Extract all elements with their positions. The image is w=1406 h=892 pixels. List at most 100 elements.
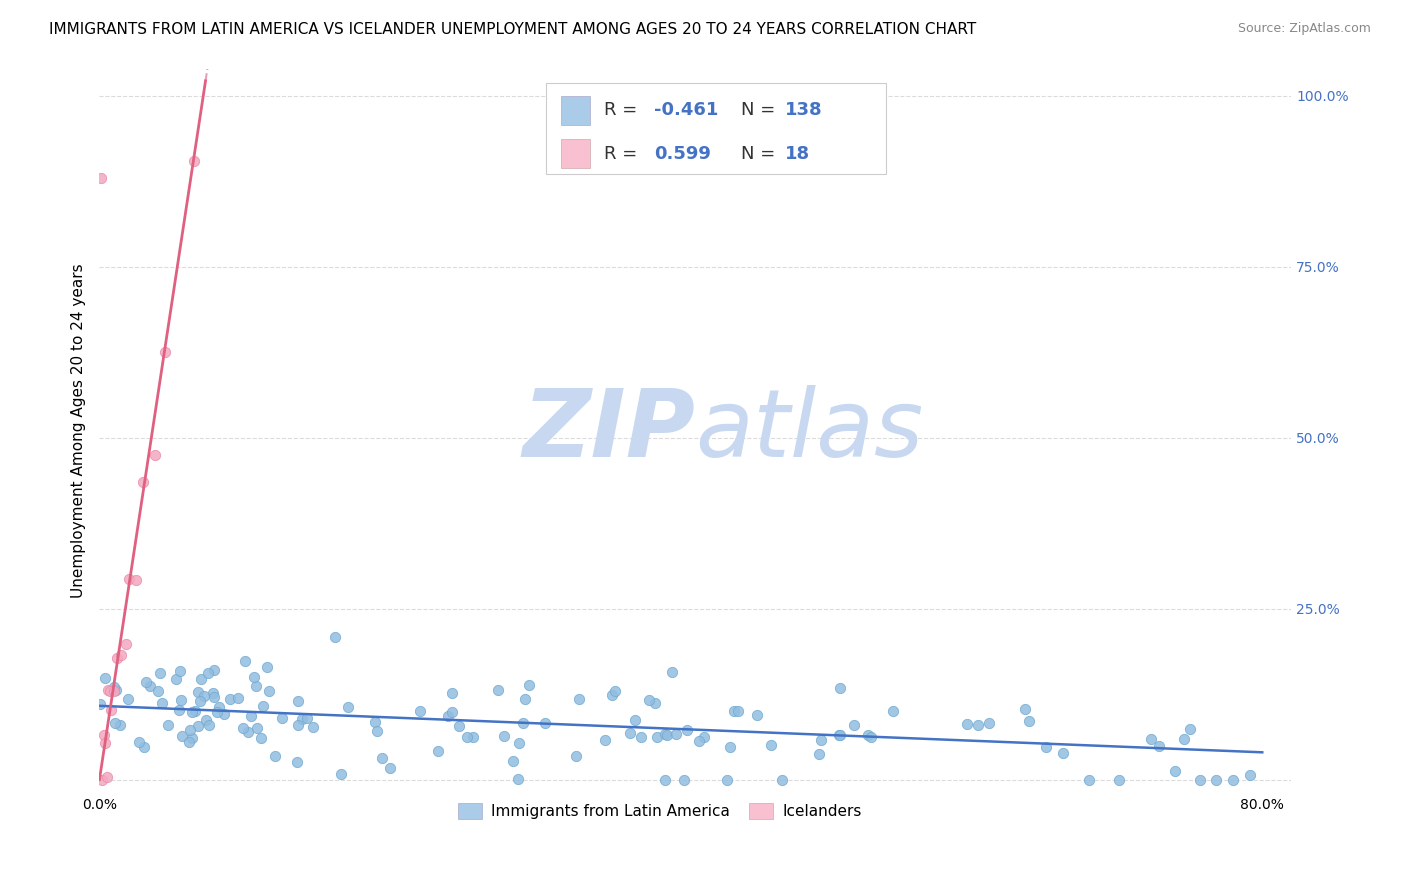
Point	[236, 725, 259, 739]
Point	[1035, 739, 1057, 754]
Text: N =: N =	[741, 101, 780, 120]
Point	[125, 573, 148, 587]
Point	[759, 738, 782, 752]
Point	[117, 573, 139, 587]
Point	[181, 731, 204, 745]
Point	[688, 734, 710, 748]
Point	[169, 664, 191, 678]
Text: 18: 18	[785, 145, 810, 162]
Point	[190, 672, 212, 686]
Point	[202, 690, 225, 705]
FancyBboxPatch shape	[561, 95, 591, 125]
Point	[128, 734, 150, 748]
Point	[370, 751, 392, 765]
Point	[93, 728, 115, 742]
Point	[654, 727, 676, 741]
Point	[110, 648, 132, 662]
Point	[208, 700, 231, 714]
Point	[243, 670, 266, 684]
Point	[271, 711, 294, 725]
Point	[105, 651, 128, 665]
Point	[180, 705, 202, 719]
Point	[336, 700, 359, 714]
Point	[630, 731, 652, 745]
Point	[187, 719, 209, 733]
Point	[245, 680, 267, 694]
Point	[1140, 732, 1163, 747]
Point	[188, 694, 211, 708]
Point	[323, 630, 346, 644]
FancyBboxPatch shape	[547, 83, 886, 174]
Point	[259, 684, 281, 698]
Point	[1205, 772, 1227, 787]
Point	[97, 683, 120, 698]
Point	[214, 707, 236, 722]
Point	[172, 730, 194, 744]
Point	[202, 664, 225, 678]
Point	[94, 671, 117, 685]
Y-axis label: Unemployment Among Ages 20 to 24 years: Unemployment Among Ages 20 to 24 years	[72, 264, 86, 599]
Point	[103, 680, 125, 694]
Text: 138: 138	[785, 101, 823, 120]
Point	[967, 718, 990, 732]
Point	[747, 707, 769, 722]
Point	[252, 699, 274, 714]
Text: 0.599: 0.599	[654, 145, 710, 162]
Point	[366, 724, 388, 739]
Text: N =: N =	[741, 145, 780, 162]
Point	[1222, 772, 1244, 787]
Point	[135, 675, 157, 690]
Point	[202, 686, 225, 700]
Point	[117, 692, 139, 706]
Point	[146, 683, 169, 698]
Point	[193, 690, 215, 704]
Point	[250, 731, 273, 746]
Point	[661, 665, 683, 680]
Point	[287, 718, 309, 732]
Point	[256, 659, 278, 673]
Point	[240, 708, 263, 723]
Text: -0.461: -0.461	[654, 101, 718, 120]
Point	[226, 690, 249, 705]
Point	[673, 772, 696, 787]
Point	[246, 721, 269, 735]
Point	[693, 730, 716, 744]
Point	[179, 735, 201, 749]
Point	[654, 772, 676, 787]
Point	[197, 717, 219, 731]
Text: R =: R =	[603, 101, 643, 120]
Text: Source: ZipAtlas.com: Source: ZipAtlas.com	[1237, 22, 1371, 36]
Point	[828, 728, 851, 742]
Point	[187, 685, 209, 699]
Point	[1188, 772, 1211, 787]
Point	[197, 666, 219, 681]
Point	[1239, 768, 1261, 782]
Point	[153, 344, 176, 359]
Point	[723, 704, 745, 718]
Point	[619, 726, 641, 740]
Point	[409, 704, 432, 718]
Point	[1077, 772, 1099, 787]
Point	[842, 718, 865, 732]
FancyBboxPatch shape	[561, 139, 591, 169]
Point	[807, 747, 830, 762]
Point	[605, 684, 627, 698]
Text: IMMIGRANTS FROM LATIN AMERICA VS ICELANDER UNEMPLOYMENT AMONG AGES 20 TO 24 YEAR: IMMIGRANTS FROM LATIN AMERICA VS ICELAND…	[49, 22, 976, 37]
Point	[205, 706, 228, 720]
Point	[810, 732, 832, 747]
Point	[441, 705, 464, 719]
Point	[184, 704, 207, 718]
Point	[263, 749, 285, 764]
Point	[1108, 772, 1130, 787]
Point	[96, 770, 118, 784]
Point	[593, 732, 616, 747]
Point	[882, 704, 904, 718]
Point	[565, 749, 588, 764]
Point	[492, 729, 515, 743]
Point	[287, 694, 309, 708]
Point	[508, 772, 530, 786]
Point	[502, 754, 524, 768]
Point	[727, 704, 749, 718]
Point	[427, 744, 450, 758]
Point	[624, 713, 647, 727]
